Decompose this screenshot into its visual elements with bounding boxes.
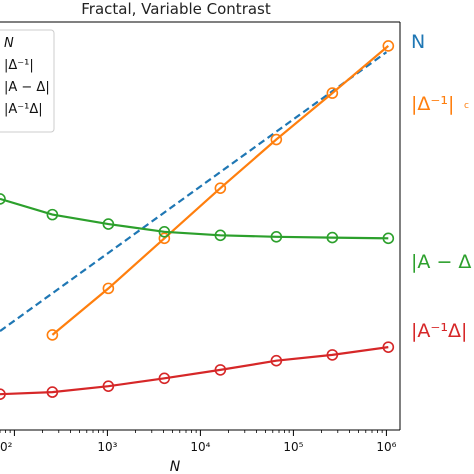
data-point-n (214, 182, 227, 194)
data-point-n (270, 133, 283, 146)
data-point-n (326, 87, 339, 99)
side-label-n: N (411, 31, 425, 53)
data-point-a (46, 386, 59, 398)
data-point-a (102, 218, 115, 230)
data-point-a (214, 229, 227, 242)
legend: N |Δ⁻¹| |A − Δ| |A⁻¹Δ| (0, 29, 55, 133)
data-point-a (326, 349, 339, 361)
data-point-a (158, 225, 171, 238)
data-point-a (0, 388, 6, 400)
data-point-a (270, 231, 283, 243)
data-point-a (382, 341, 395, 353)
series-n (0, 51, 388, 332)
series-line-a (0, 197, 389, 240)
series-a (0, 341, 395, 400)
legend-entry: |Δ⁻¹| (4, 58, 34, 73)
series-line-a (0, 346, 389, 396)
series-a (0, 193, 395, 245)
data-point-a (214, 364, 227, 376)
series-n (46, 40, 395, 341)
data-point-n (46, 329, 59, 341)
series-line-n (51, 45, 390, 336)
series-line-n (0, 51, 388, 332)
data-point-n (158, 232, 171, 245)
x-tick-label: 10⁵ (283, 440, 303, 454)
legend-box (0, 29, 55, 133)
data-point-a (0, 193, 6, 205)
data-point-a (326, 231, 339, 244)
legend-entry: |A − Δ| (4, 80, 50, 95)
axes (0, 21, 401, 431)
data-point-a (382, 232, 395, 245)
side-label-n: |Δ⁻¹| (411, 93, 454, 115)
legend-entry: N (4, 36, 14, 51)
data-point-n (102, 282, 115, 295)
side-label-a: |A − Δ (411, 251, 471, 273)
data-point-a (158, 372, 171, 385)
x-ticks: 0² 10³ 10⁴ 10⁵ 10⁶ (0, 430, 397, 454)
x-tick-label: 10³ (97, 440, 117, 454)
side-label-suffix: c (464, 101, 469, 111)
legend-entry: |A⁻¹Δ| (4, 102, 43, 117)
x-axis-label: N (170, 459, 181, 474)
series-side-labels: N |Δ⁻¹| c |A − Δ |A⁻¹Δ| (411, 31, 471, 342)
data-point-a (46, 208, 59, 221)
side-label-a: |A⁻¹Δ| (411, 320, 467, 342)
data-point-n (382, 40, 395, 52)
data-point-a (102, 380, 115, 392)
chart-title: Fractal, Variable Contrast (81, 0, 271, 18)
x-tick-label: 10⁶ (376, 440, 396, 454)
x-tick-label: 0² (0, 440, 13, 454)
x-tick-label: 10⁴ (190, 440, 210, 454)
data-point-a (270, 354, 283, 367)
